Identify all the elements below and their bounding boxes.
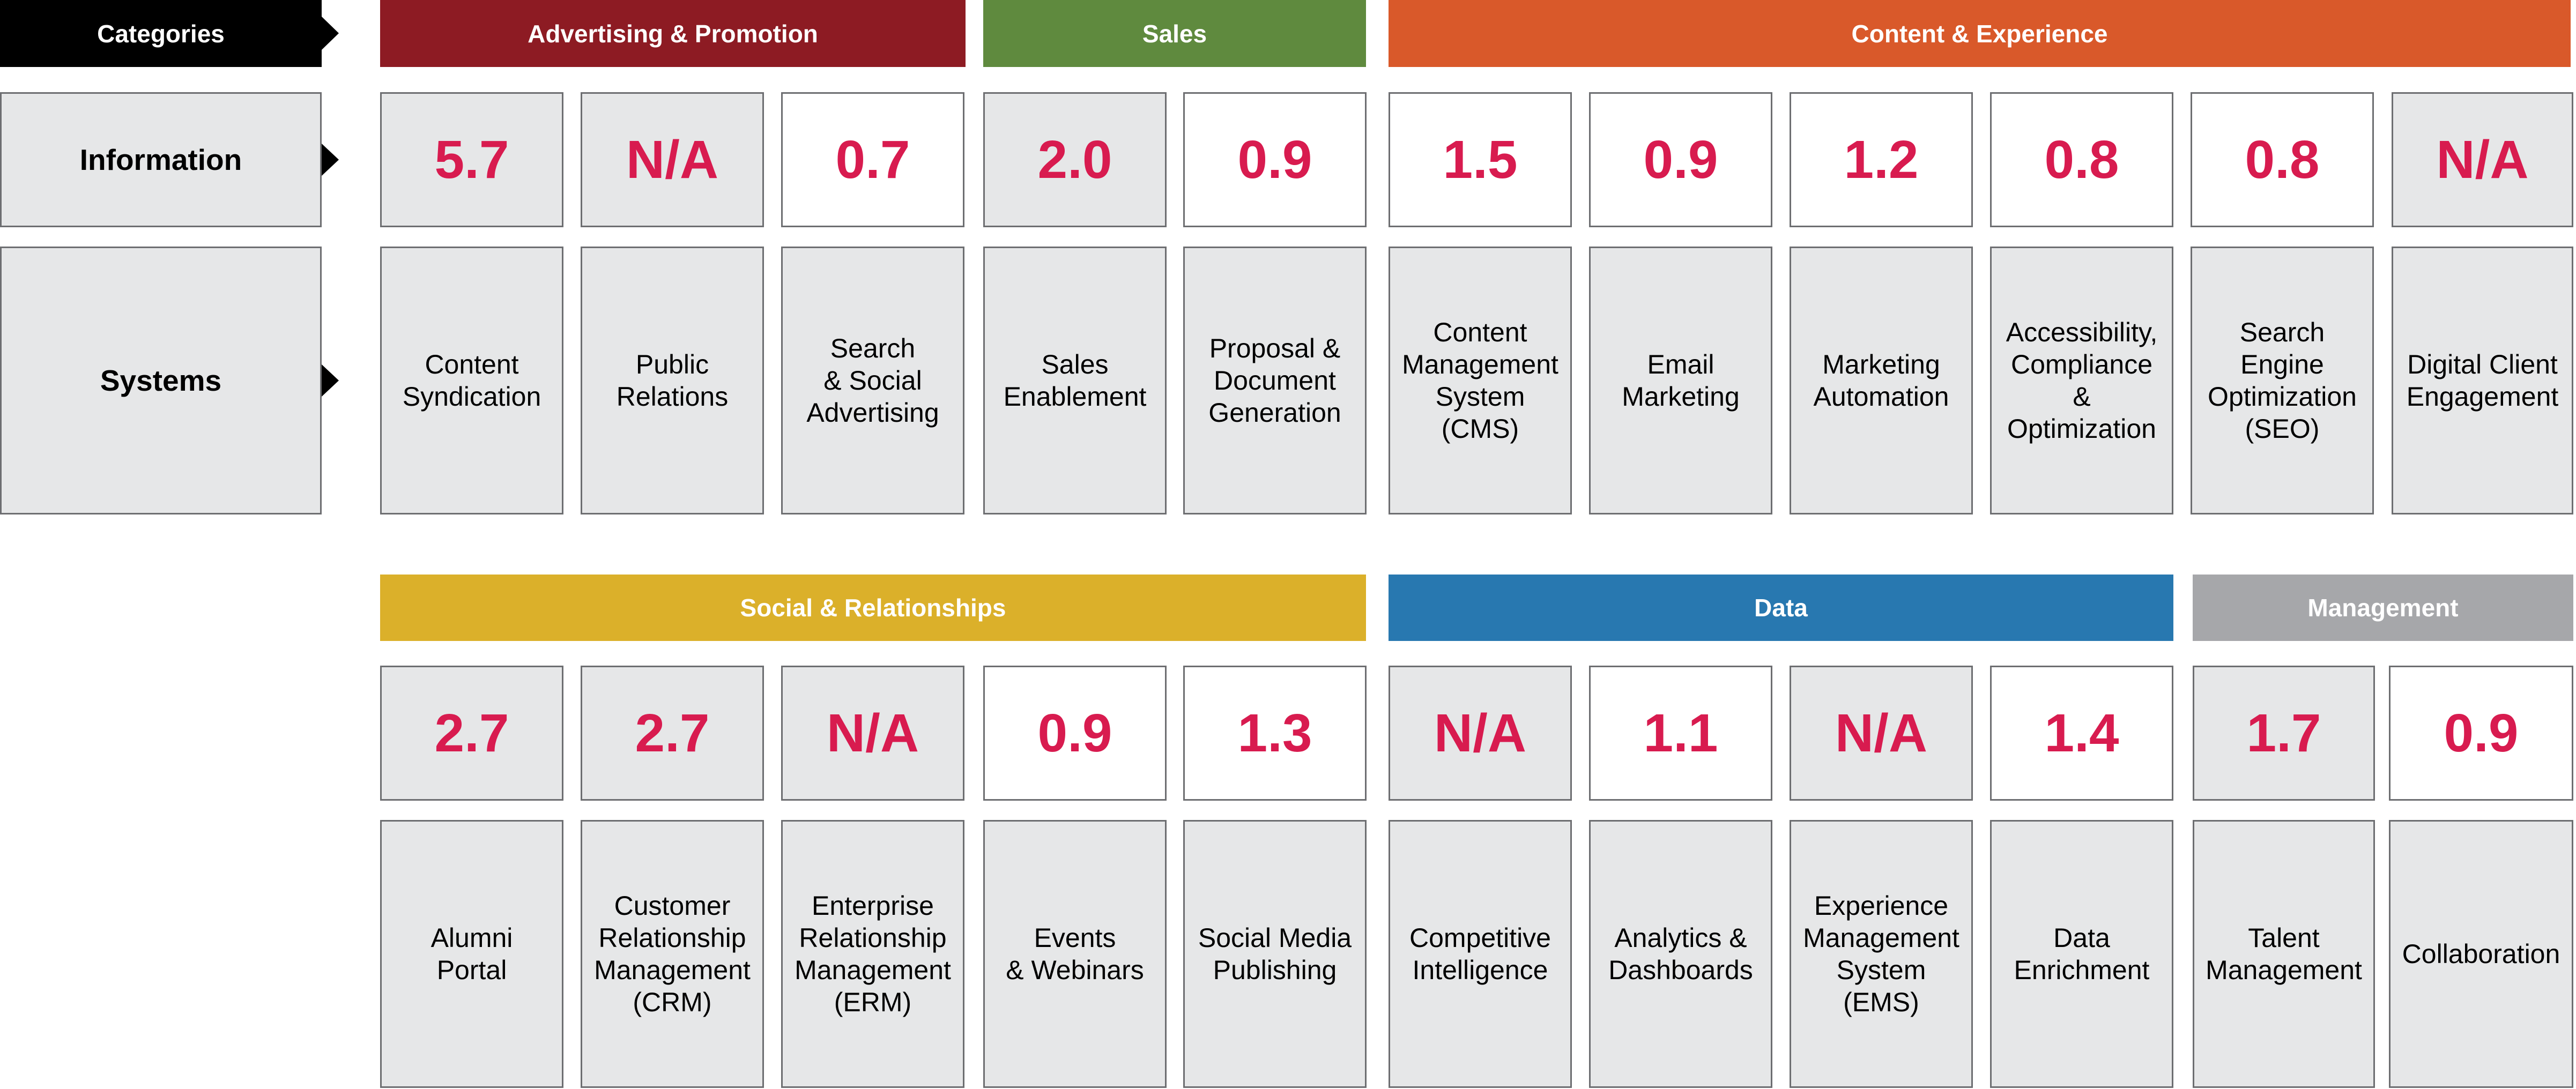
value-cell-content-syndication: 5.7 — [380, 92, 563, 227]
categories-arrow-icon — [322, 17, 339, 50]
system-cell-digital-client-engagement: Digital Client Engagement — [2392, 247, 2573, 514]
system-cell-data-enrichment: Data Enrichment — [1990, 820, 2173, 1088]
system-cell-analytics-dashboards: Analytics & Dashboards — [1589, 820, 1772, 1088]
group-header-data: Data — [1389, 575, 2173, 641]
group-header-social-relationships: Social & Relationships — [380, 575, 1366, 641]
value-cell-collaboration: 0.9 — [2389, 666, 2573, 801]
system-cell-social-media-publishing: Social Media Publishing — [1183, 820, 1367, 1088]
value-cell-search-engine-optimization-seo: 0.8 — [2191, 92, 2374, 227]
value-cell-customer-relationship-management-crm: 2.7 — [581, 666, 764, 801]
value-cell-proposal-document-generation: 0.9 — [1183, 92, 1367, 227]
value-cell-search-social-advertising: 0.7 — [781, 92, 964, 227]
systems-arrow-icon — [322, 364, 339, 397]
system-cell-search-engine-optimization-seo: Search Engine Optimization (SEO) — [2191, 247, 2374, 514]
value-cell-competitive-intelligence: N/A — [1389, 666, 1572, 801]
system-cell-experience-management-system-ems: Experience Management System (EMS) — [1790, 820, 1973, 1088]
group-header-content-experience: Content & Experience — [1389, 0, 2571, 67]
value-cell-events-webinars: 0.9 — [983, 666, 1167, 801]
system-cell-search-social-advertising: Search & Social Advertising — [781, 247, 964, 514]
value-cell-alumni-portal: 2.7 — [380, 666, 563, 801]
system-cell-email-marketing: Email Marketing — [1589, 247, 1772, 514]
value-cell-experience-management-system-ems: N/A — [1790, 666, 1973, 801]
value-cell-enterprise-relationship-management-erm: N/A — [781, 666, 964, 801]
value-cell-sales-enablement: 2.0 — [983, 92, 1167, 227]
system-cell-competitive-intelligence: Competitive Intelligence — [1389, 820, 1572, 1088]
system-cell-talent-management: Talent Management — [2193, 820, 2375, 1088]
value-cell-data-enrichment: 1.4 — [1990, 666, 2173, 801]
categories-label: Categories — [0, 0, 322, 67]
system-cell-enterprise-relationship-management-erm: Enterprise Relationship Management (ERM) — [781, 820, 964, 1088]
value-cell-accessibility-compliance-optimization: 0.8 — [1990, 92, 2173, 227]
system-cell-customer-relationship-management-crm: Customer Relationship Management (CRM) — [581, 820, 764, 1088]
system-cell-sales-enablement: Sales Enablement — [983, 247, 1167, 514]
value-cell-social-media-publishing: 1.3 — [1183, 666, 1367, 801]
value-cell-content-management-system-cms: 1.5 — [1389, 92, 1572, 227]
value-cell-analytics-dashboards: 1.1 — [1589, 666, 1772, 801]
system-cell-collaboration: Collaboration — [2389, 820, 2573, 1088]
value-cell-public-relations: N/A — [581, 92, 764, 227]
group-header-sales: Sales — [983, 0, 1366, 67]
group-header-advertising-promotion: Advertising & Promotion — [380, 0, 966, 67]
system-cell-accessibility-compliance-optimization: Accessibility, Compliance & Optimization — [1990, 247, 2173, 514]
value-cell-talent-management: 1.7 — [2193, 666, 2375, 801]
group-header-management: Management — [2193, 575, 2573, 641]
system-cell-proposal-document-generation: Proposal & Document Generation — [1183, 247, 1367, 514]
value-cell-marketing-automation: 1.2 — [1790, 92, 1973, 227]
system-cell-content-management-system-cms: Content Management System (CMS) — [1389, 247, 1572, 514]
systems-label: Systems — [0, 247, 322, 514]
value-cell-digital-client-engagement: N/A — [2392, 92, 2573, 227]
system-cell-public-relations: Public Relations — [581, 247, 764, 514]
system-cell-marketing-automation: Marketing Automation — [1790, 247, 1973, 514]
information-label: Information — [0, 92, 322, 227]
system-cell-alumni-portal: Alumni Portal — [380, 820, 563, 1088]
system-cell-content-syndication: Content Syndication — [380, 247, 563, 514]
value-cell-email-marketing: 0.9 — [1589, 92, 1772, 227]
system-cell-events-webinars: Events & Webinars — [983, 820, 1167, 1088]
information-arrow-icon — [322, 144, 339, 176]
